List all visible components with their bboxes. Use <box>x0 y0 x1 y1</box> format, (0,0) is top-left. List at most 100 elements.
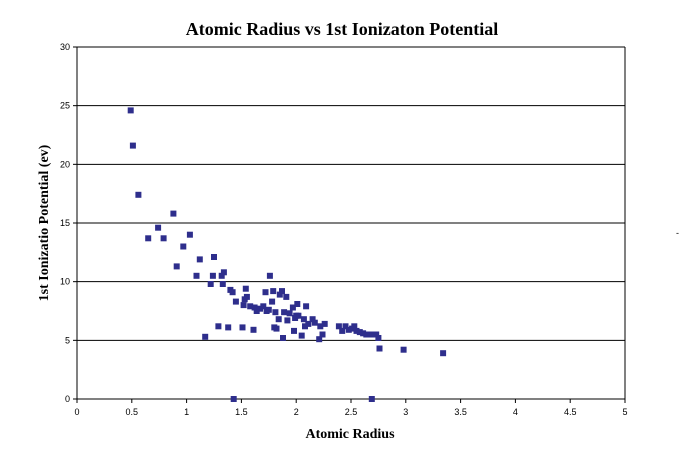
data-point <box>319 331 326 338</box>
data-point <box>257 305 263 312</box>
data-point <box>220 269 227 276</box>
x-tick-label-2: 2 <box>294 407 299 417</box>
data-point <box>242 285 249 292</box>
data-point <box>275 316 282 323</box>
y-tick-label-20: 20 <box>60 159 70 169</box>
data-point <box>272 309 279 316</box>
data-point <box>351 323 358 330</box>
data-point <box>298 332 305 339</box>
stray-dash-mark: - <box>676 228 679 238</box>
data-point <box>295 312 302 319</box>
data-point <box>243 293 250 300</box>
data-point <box>230 396 237 402</box>
data-point <box>360 330 367 337</box>
data-point <box>311 319 318 326</box>
data-point <box>303 303 310 310</box>
data-point <box>289 304 296 311</box>
data-point <box>232 298 239 305</box>
data-point <box>135 191 142 198</box>
data-point <box>283 293 290 300</box>
data-point <box>284 317 291 324</box>
data-point <box>211 254 217 260</box>
data-point <box>196 256 203 263</box>
data-point <box>253 308 260 314</box>
data-point <box>215 323 222 330</box>
data-point <box>155 224 162 231</box>
data-point <box>353 327 360 334</box>
data-point <box>345 326 352 333</box>
data-point <box>321 320 328 327</box>
data-point <box>342 323 349 330</box>
data-point <box>209 272 216 279</box>
y-tick-label-30: 30 <box>60 42 70 52</box>
data-point <box>276 291 283 298</box>
data-point <box>305 320 312 327</box>
data-point <box>309 316 316 323</box>
y-tick-label-5: 5 <box>65 335 70 345</box>
data-point <box>300 316 307 323</box>
data-point <box>270 288 277 295</box>
data-point <box>366 331 373 338</box>
data-point <box>193 272 200 279</box>
x-tick-label-1: 1 <box>184 407 189 417</box>
data-point <box>266 272 273 279</box>
data-point <box>269 298 276 305</box>
x-axis-title: Atomic Radius <box>305 427 395 442</box>
data-point <box>356 329 363 336</box>
data-point <box>280 335 286 341</box>
data-point <box>302 323 308 330</box>
x-tick-label-1.5: 1.5 <box>235 407 248 417</box>
x-tick-label-3: 3 <box>403 407 408 417</box>
data-point <box>363 331 370 338</box>
data-point <box>400 346 407 353</box>
data-point <box>265 306 272 313</box>
data-point <box>160 235 167 242</box>
data-points <box>127 107 447 402</box>
data-point <box>225 324 232 331</box>
data-point <box>202 333 209 340</box>
data-point <box>286 310 293 317</box>
data-point <box>368 396 375 402</box>
data-point <box>260 303 267 310</box>
data-point <box>186 231 193 238</box>
data-point <box>219 281 226 287</box>
data-point <box>250 326 257 333</box>
x-tick-label-0.5: 0.5 <box>126 407 139 417</box>
data-point <box>335 323 342 330</box>
data-point <box>279 288 285 295</box>
x-tick-label-5: 5 <box>622 407 627 417</box>
data-point <box>440 350 447 357</box>
data-point <box>281 309 288 316</box>
x-tick-label-2.5: 2.5 <box>345 407 358 417</box>
data-point <box>294 301 301 307</box>
x-tick-label-4: 4 <box>513 407 518 417</box>
data-point <box>291 327 297 334</box>
data-point <box>247 303 254 310</box>
axes <box>73 46 626 403</box>
data-point <box>339 327 346 334</box>
x-tick-label-0: 0 <box>74 407 79 417</box>
data-point <box>239 324 246 331</box>
data-point <box>273 325 280 332</box>
y-tick-label-0: 0 <box>65 394 70 404</box>
data-point <box>173 263 180 270</box>
data-point <box>129 142 136 149</box>
data-point <box>376 345 383 352</box>
data-point <box>316 336 323 343</box>
data-point <box>180 243 187 250</box>
data-point <box>218 272 225 279</box>
data-point <box>145 235 152 242</box>
chart-title: Atomic Radius vs 1st Ionizaton Potential <box>186 19 499 39</box>
data-point <box>373 331 380 338</box>
data-point <box>240 302 247 309</box>
y-tick-label-25: 25 <box>60 101 70 111</box>
data-point <box>229 289 236 296</box>
data-point <box>262 289 269 296</box>
tick-labels: 0 5 10 15 20 25 30 0 0.5 1 1.5 2 2.5 3 3.5 4 4.5 5 <box>60 42 628 417</box>
y-tick-label-10: 10 <box>60 277 70 287</box>
data-point <box>375 335 382 341</box>
x-tick-label-3.5: 3.5 <box>454 407 467 417</box>
data-point <box>317 323 324 330</box>
gridlines <box>77 46 625 341</box>
